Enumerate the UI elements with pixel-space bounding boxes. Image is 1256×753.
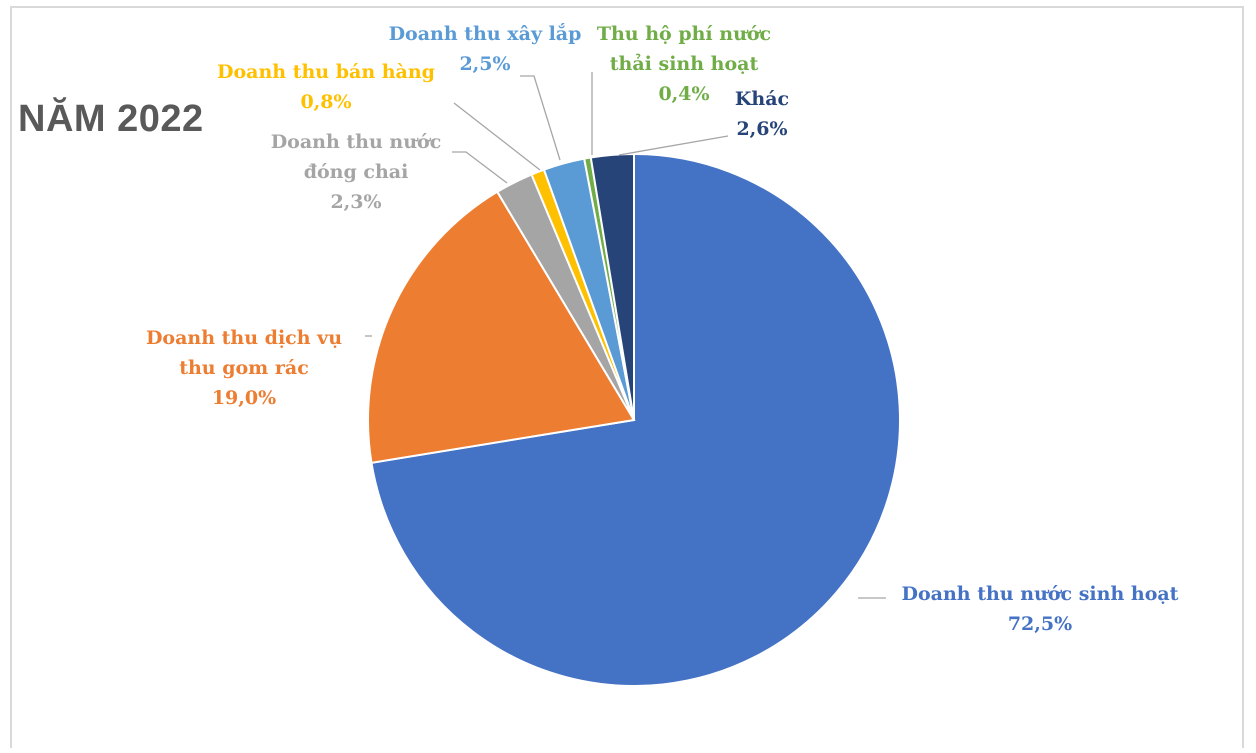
slice-value-1: 19,0% [212, 387, 276, 409]
slice-value-4: 2,5% [459, 53, 510, 75]
slice-name-1: Doanh thu dịch vụ [146, 327, 342, 349]
slice-name-4: Doanh thu xây lắp [389, 23, 582, 45]
slice-label-3: Doanh thu bán hàng 0,8% [217, 61, 435, 113]
leader-line-3 [453, 102, 541, 171]
slice-label-2: Doanh thu nước đóng chai 2,3% [271, 131, 442, 213]
slice-label-5: Thu hộ phí nước thải sinh hoạt 0,4% [597, 23, 771, 105]
slice-name-2: Doanh thu nước [271, 131, 442, 153]
chart-frame [10, 6, 1244, 748]
slice-name-6: Khác [735, 88, 789, 110]
leader-line-4 [520, 75, 561, 161]
pie-slice-0 [370, 152, 901, 687]
slice-name-0: Doanh thu nước sinh hoạt [902, 583, 1179, 605]
slice-label-6: Khác 2,6% [735, 88, 789, 140]
slice-name-5: thải sinh hoạt [610, 53, 759, 75]
chart-title: NĂM 2022 [18, 98, 204, 140]
slice-value-5: 0,4% [658, 83, 709, 105]
slice-name-5: Thu hộ phí nước [597, 23, 771, 45]
slice-name-1: thu gom rác [179, 357, 309, 379]
leader-line-6 [618, 135, 729, 156]
pie-slice-1 [367, 190, 636, 464]
slice-value-3: 0,8% [300, 91, 351, 113]
slice-value-2: 2,3% [330, 191, 381, 213]
leader-line-2 [452, 151, 508, 184]
slice-name-3: Doanh thu bán hàng [217, 61, 435, 83]
slice-value-0: 72,5% [1008, 613, 1072, 635]
slice-value-6: 2,6% [736, 118, 787, 140]
pie-slice-6 [589, 152, 635, 421]
slice-label-0: Doanh thu nước sinh hoạt 72,5% [902, 583, 1179, 635]
slice-label-1: Doanh thu dịch vụ thu gom rác 19,0% [146, 327, 342, 409]
slice-label-4: Doanh thu xây lắp 2,5% [389, 23, 582, 75]
slice-name-2: đóng chai [304, 161, 409, 183]
